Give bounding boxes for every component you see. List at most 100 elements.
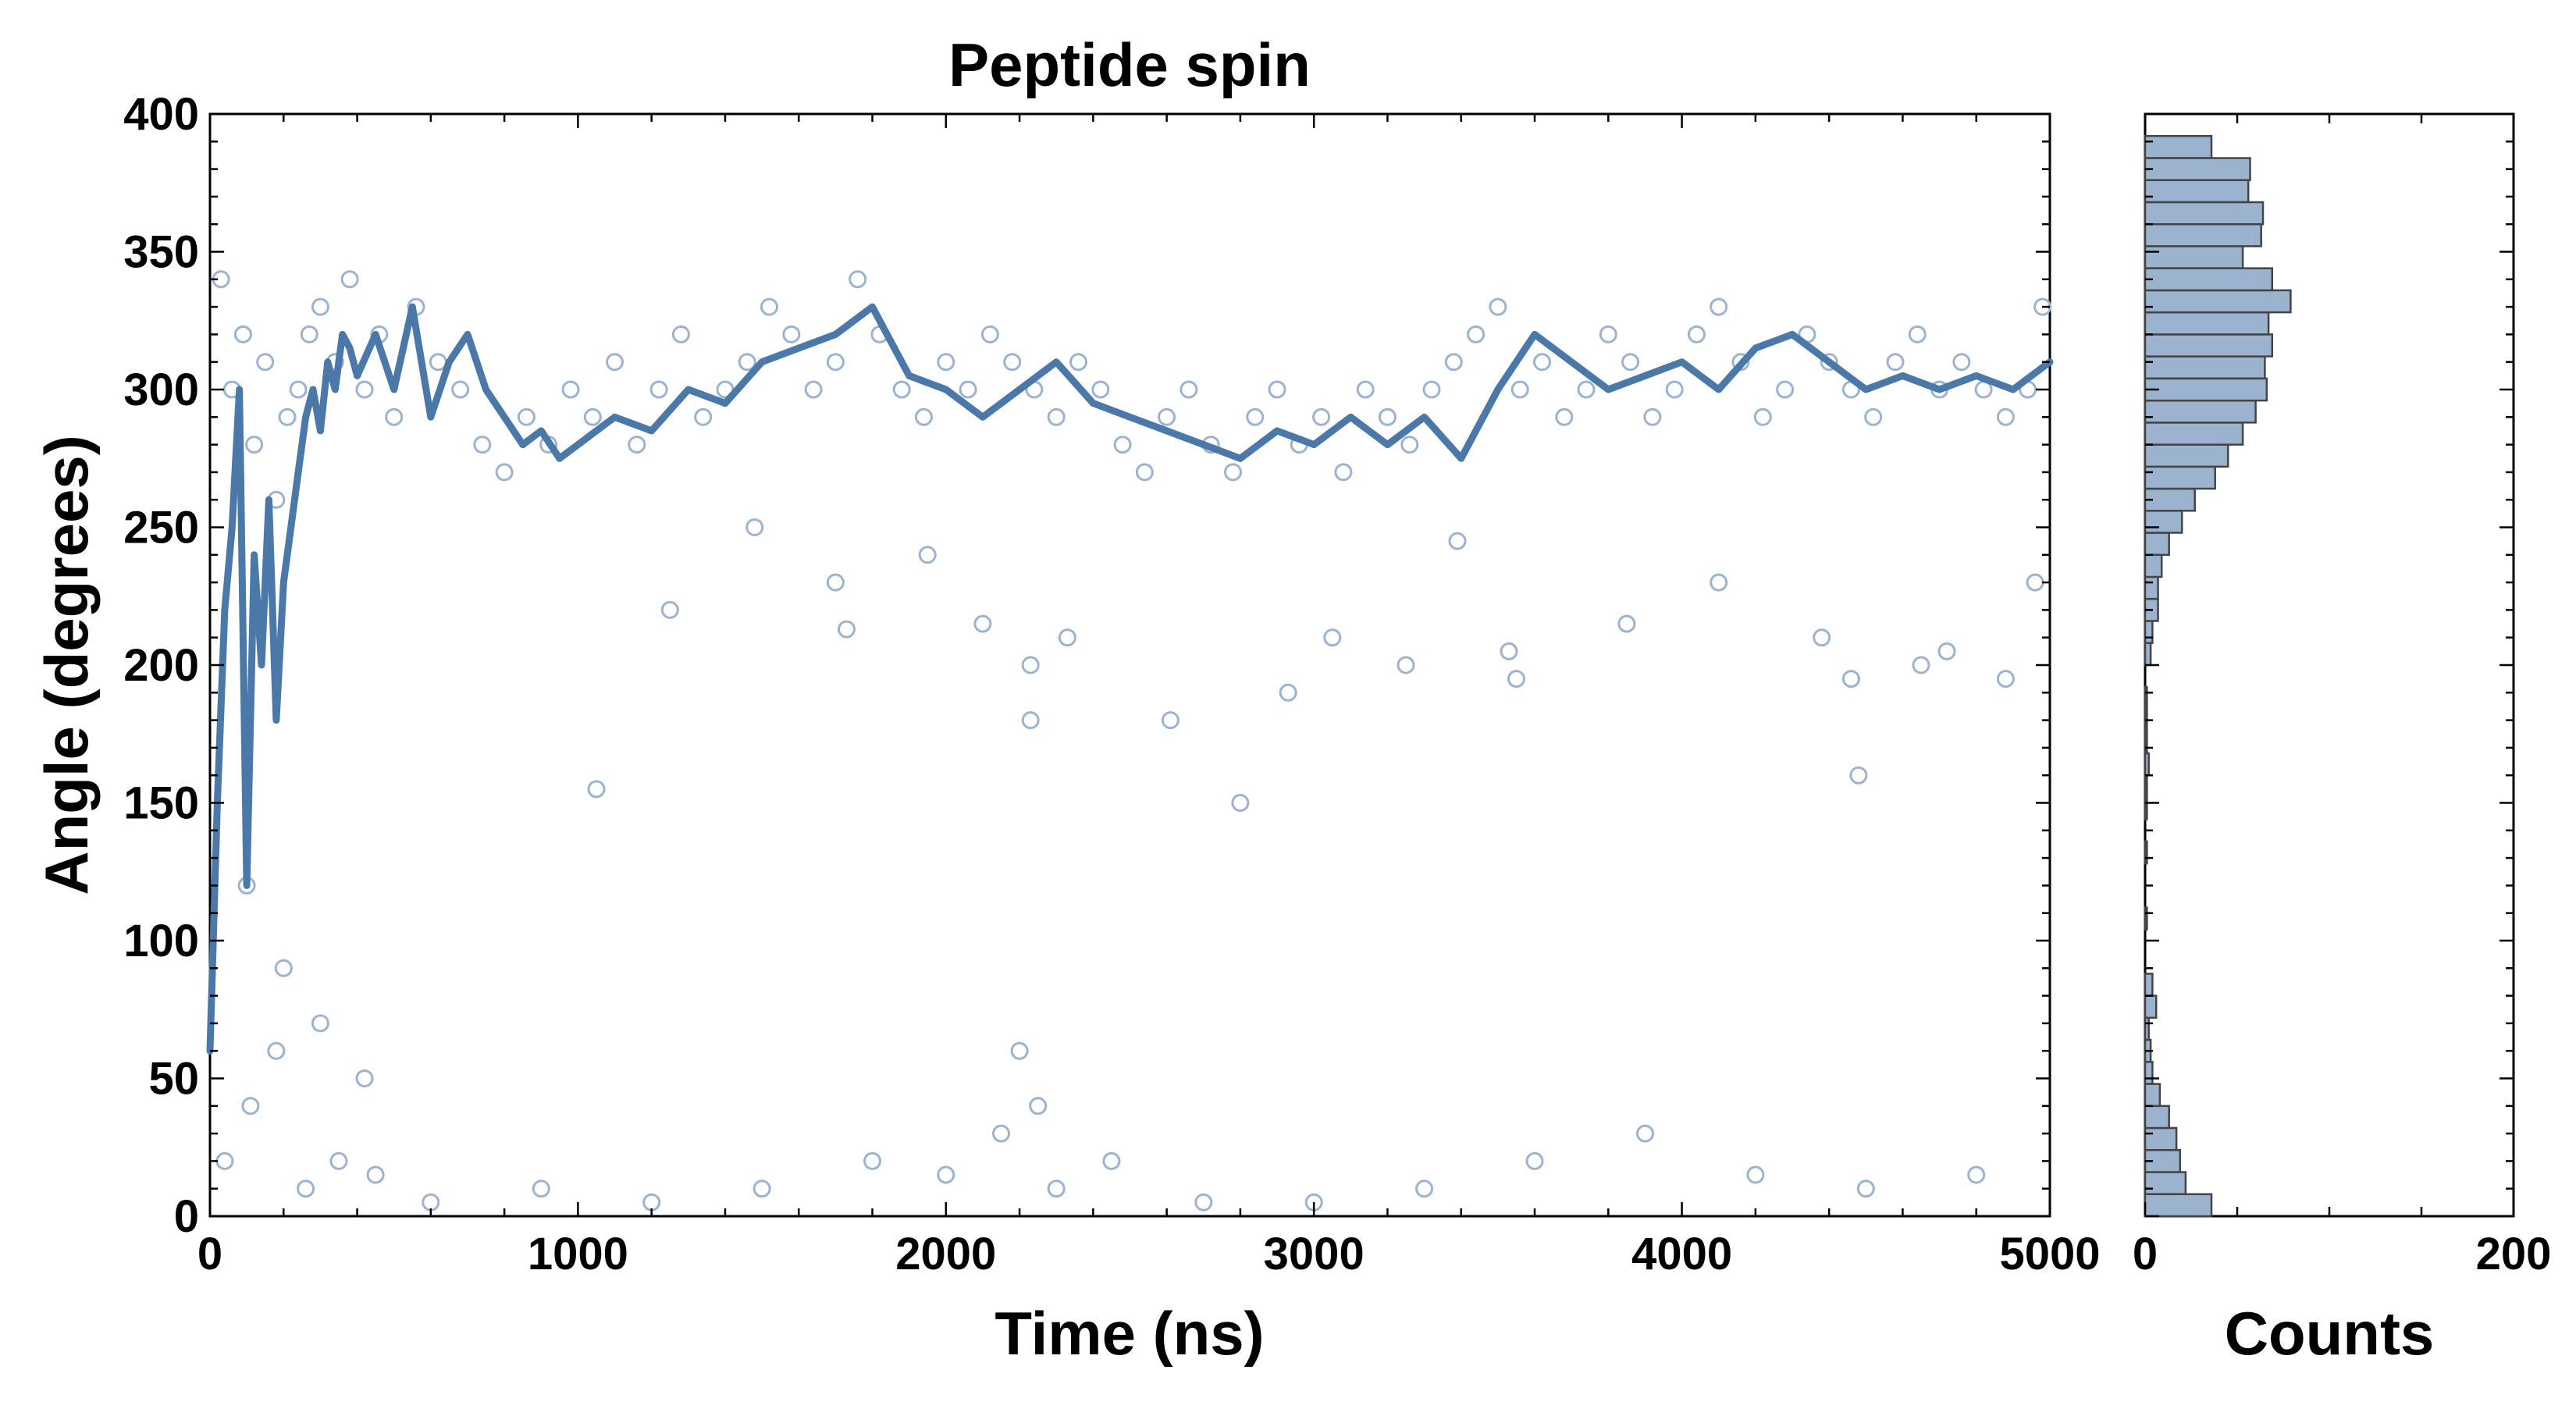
- histogram-bar: [2144, 222, 2262, 247]
- y-tick-label: 150: [123, 778, 199, 829]
- scatter-point: [1179, 380, 1198, 399]
- histogram-bar: [2144, 730, 2148, 755]
- scatter-point: [1533, 353, 1551, 372]
- scatter-point: [267, 1041, 286, 1060]
- scatter-point: [297, 1180, 315, 1198]
- histogram-bar: [2144, 685, 2148, 710]
- scatter-point: [1047, 407, 1066, 426]
- histogram-bar: [2144, 532, 2170, 557]
- scatter-point: [1010, 1041, 1029, 1060]
- scatter-point: [1058, 628, 1076, 647]
- y-tick-label: 200: [123, 640, 199, 691]
- histogram-bar: [2144, 575, 2159, 600]
- y-tick-label: 250: [123, 503, 199, 553]
- scatter-point: [915, 407, 933, 426]
- main-plot: 0 1000 2000 3000 4000 5000 0 50 100 150 200 250 300 3…: [123, 89, 2100, 1279]
- scatter-point: [1617, 614, 1636, 633]
- scatter-point: [587, 780, 606, 799]
- angle-trace-line: [206, 303, 2054, 1055]
- scatter-point: [517, 407, 535, 426]
- scatter-point: [1047, 1180, 1066, 1198]
- scatter-point: [992, 1124, 1010, 1143]
- scatter-point: [300, 325, 318, 343]
- scatter-point: [1224, 463, 1242, 482]
- histogram-bar: [2144, 1126, 2178, 1151]
- histogram-bar: [2144, 157, 2251, 181]
- scatter-point: [804, 380, 823, 399]
- scatter-point: [863, 1151, 881, 1170]
- x-tick-label: 3000: [1264, 1229, 1364, 1279]
- scatter-point: [826, 573, 845, 592]
- scatter-point: [1710, 573, 1728, 592]
- scatter-point: [366, 1165, 385, 1184]
- scatter-point: [826, 353, 845, 372]
- scatter-point: [1415, 1180, 1434, 1198]
- scatter-point: [583, 407, 602, 426]
- histogram-bar: [2144, 267, 2274, 292]
- scatter-point: [1864, 407, 1883, 426]
- y-axis-title: Angle (degrees): [32, 435, 101, 895]
- scatter-point: [1937, 642, 1956, 660]
- scatter-point: [1356, 380, 1375, 399]
- histogram-bar: [2144, 443, 2229, 468]
- x-tick-label: 0: [197, 1229, 222, 1279]
- scatter-point: [1621, 353, 1640, 372]
- scatter-point: [918, 546, 937, 564]
- scatter-point: [1643, 407, 1662, 426]
- histogram-bar: [2144, 906, 2148, 931]
- scatter-point: [311, 1014, 329, 1033]
- scatter-point: [256, 353, 275, 372]
- scatter-point: [532, 1180, 550, 1198]
- histogram-bar: [2144, 774, 2148, 799]
- scatter-point: [1029, 1097, 1048, 1115]
- scatter-point: [355, 1069, 374, 1087]
- scatter-point: [1312, 407, 1331, 426]
- y-tick-label: 100: [123, 916, 199, 966]
- y-tick-label: 300: [123, 365, 199, 415]
- scatter-point: [1246, 407, 1265, 426]
- scatter-point: [1996, 670, 2015, 688]
- scatter-point: [1400, 436, 1419, 454]
- scatter-point: [1599, 325, 1617, 343]
- scatter-point: [1746, 1165, 1765, 1184]
- histogram-bar: [2144, 333, 2274, 358]
- scatter-point: [278, 407, 297, 426]
- scatter-point: [1820, 353, 1838, 372]
- main-plot-marks: [206, 270, 2054, 1212]
- scatter-point: [1688, 325, 1706, 343]
- scatter-point: [422, 1193, 440, 1212]
- x-tick-label: 5000: [1999, 1229, 2100, 1279]
- scatter-point: [1135, 463, 1154, 482]
- scatter-point: [340, 270, 359, 289]
- scatter-point: [429, 353, 447, 372]
- scatter-point: [1334, 463, 1353, 482]
- scatter-point: [311, 297, 329, 316]
- scatter-point: [1467, 325, 1485, 343]
- scatter-point: [753, 1180, 771, 1198]
- scatter-point: [1397, 656, 1415, 674]
- histogram-bar: [2144, 994, 2158, 1019]
- scatter-point: [849, 270, 867, 289]
- scatter-point: [1856, 1180, 1875, 1198]
- main-plot-frame: [208, 112, 2051, 1218]
- scatter-point: [959, 380, 977, 399]
- histogram-bar: [2144, 289, 2292, 314]
- y-tick-label: 400: [123, 89, 199, 140]
- scatter-point: [1021, 656, 1040, 674]
- histogram-bar: [2144, 134, 2213, 159]
- y-tick-label: 50: [148, 1054, 199, 1105]
- scatter-point: [892, 380, 911, 399]
- histogram-bar: [2144, 1083, 2161, 1108]
- scatter-point: [241, 1097, 260, 1115]
- scatter-point: [1422, 380, 1441, 399]
- histogram-bar: [2144, 642, 2152, 667]
- scatter-point: [215, 1151, 234, 1170]
- scatter-point: [1776, 380, 1795, 399]
- scatter-point: [760, 297, 778, 316]
- histogram-bar: [2144, 840, 2148, 865]
- scatter-point: [1379, 407, 1397, 426]
- hist-x-tick-label: 200: [2476, 1229, 2552, 1279]
- scatter-point: [745, 518, 764, 536]
- scatter-point: [451, 380, 470, 399]
- scatter-point: [2033, 297, 2052, 316]
